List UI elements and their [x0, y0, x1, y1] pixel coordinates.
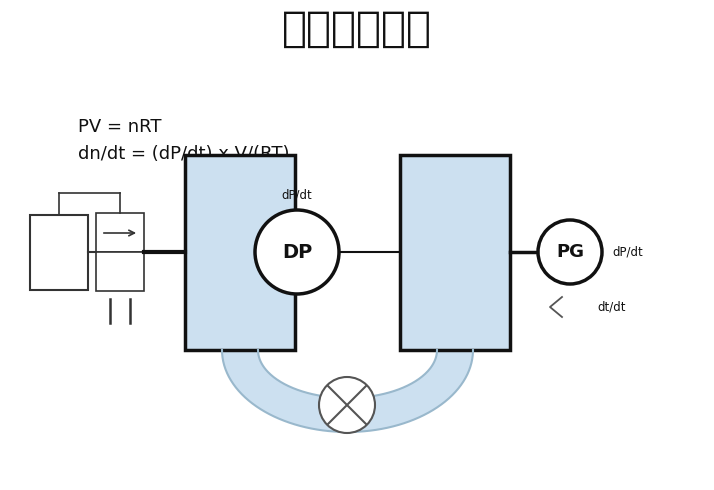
Circle shape	[319, 377, 375, 433]
Text: dP/dt: dP/dt	[612, 245, 643, 259]
Bar	[400, 155, 510, 350]
Circle shape	[538, 220, 602, 284]
Text: dt/dt: dt/dt	[597, 300, 625, 314]
Bar	[185, 155, 295, 350]
Text: DP: DP	[282, 243, 312, 262]
Polygon shape	[222, 350, 473, 432]
Bar	[96, 252, 144, 292]
Text: dn/dt = (dP/dt) x V/(RT): dn/dt = (dP/dt) x V/(RT)	[78, 145, 289, 163]
Bar	[30, 215, 88, 290]
Circle shape	[255, 210, 339, 294]
Text: PG: PG	[556, 243, 584, 261]
Text: 理想气体方程: 理想气体方程	[282, 8, 432, 50]
Text: PV = nRT: PV = nRT	[78, 118, 161, 136]
Text: dP/dt: dP/dt	[281, 189, 313, 202]
Bar	[96, 214, 144, 252]
